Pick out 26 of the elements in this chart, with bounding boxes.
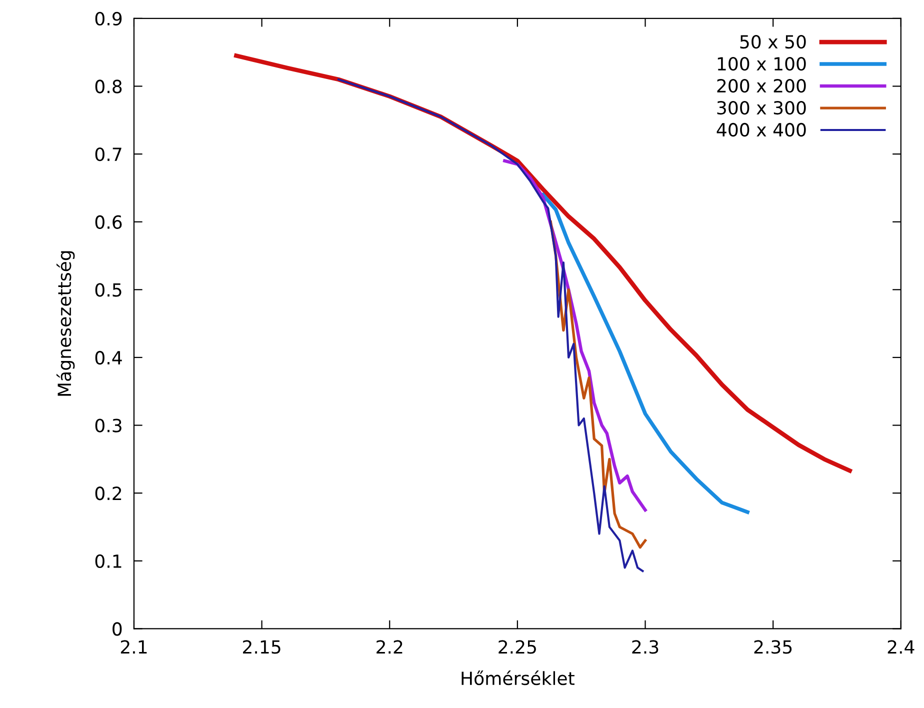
y-tick-label: 0.5: [95, 283, 122, 297]
y-tick-label: 0.2: [95, 486, 122, 500]
line-series: [337, 78, 644, 572]
y-tick-label: 0.3: [95, 418, 122, 432]
legend-label: 100 x 100: [718, 56, 806, 71]
y-tick-label: 0.6: [95, 215, 122, 229]
y-tick-label: 0.4: [95, 350, 122, 365]
x-tick-label: 2.1: [120, 640, 147, 654]
x-tick-label: 2.15: [243, 640, 280, 654]
y-tick-label: 0.1: [95, 554, 122, 568]
y-tick-label: 0.7: [95, 147, 122, 162]
x-axis-title: Hőmérséklet: [462, 670, 574, 686]
legend-label: 300 x 300: [717, 100, 806, 115]
x-tick-label: 2.2: [376, 640, 402, 654]
legend-label: 400 x 400: [716, 122, 806, 137]
x-tick-label: 2.3: [632, 640, 658, 654]
legend-label: 200 x 200: [717, 78, 806, 93]
legend-label: 50 x 50: [740, 34, 806, 49]
x-tick-label: 2.25: [498, 640, 536, 654]
y-tick-label: 0: [112, 622, 122, 636]
y-axis-title: Mágnesezettség: [56, 251, 75, 396]
y-tick-label: 0.9: [95, 12, 122, 26]
x-tick-label: 2.35: [754, 640, 792, 654]
y-tick-label: 0.8: [95, 80, 122, 94]
x-tick-label: 2.4: [888, 640, 914, 654]
line-series: [541, 192, 750, 514]
